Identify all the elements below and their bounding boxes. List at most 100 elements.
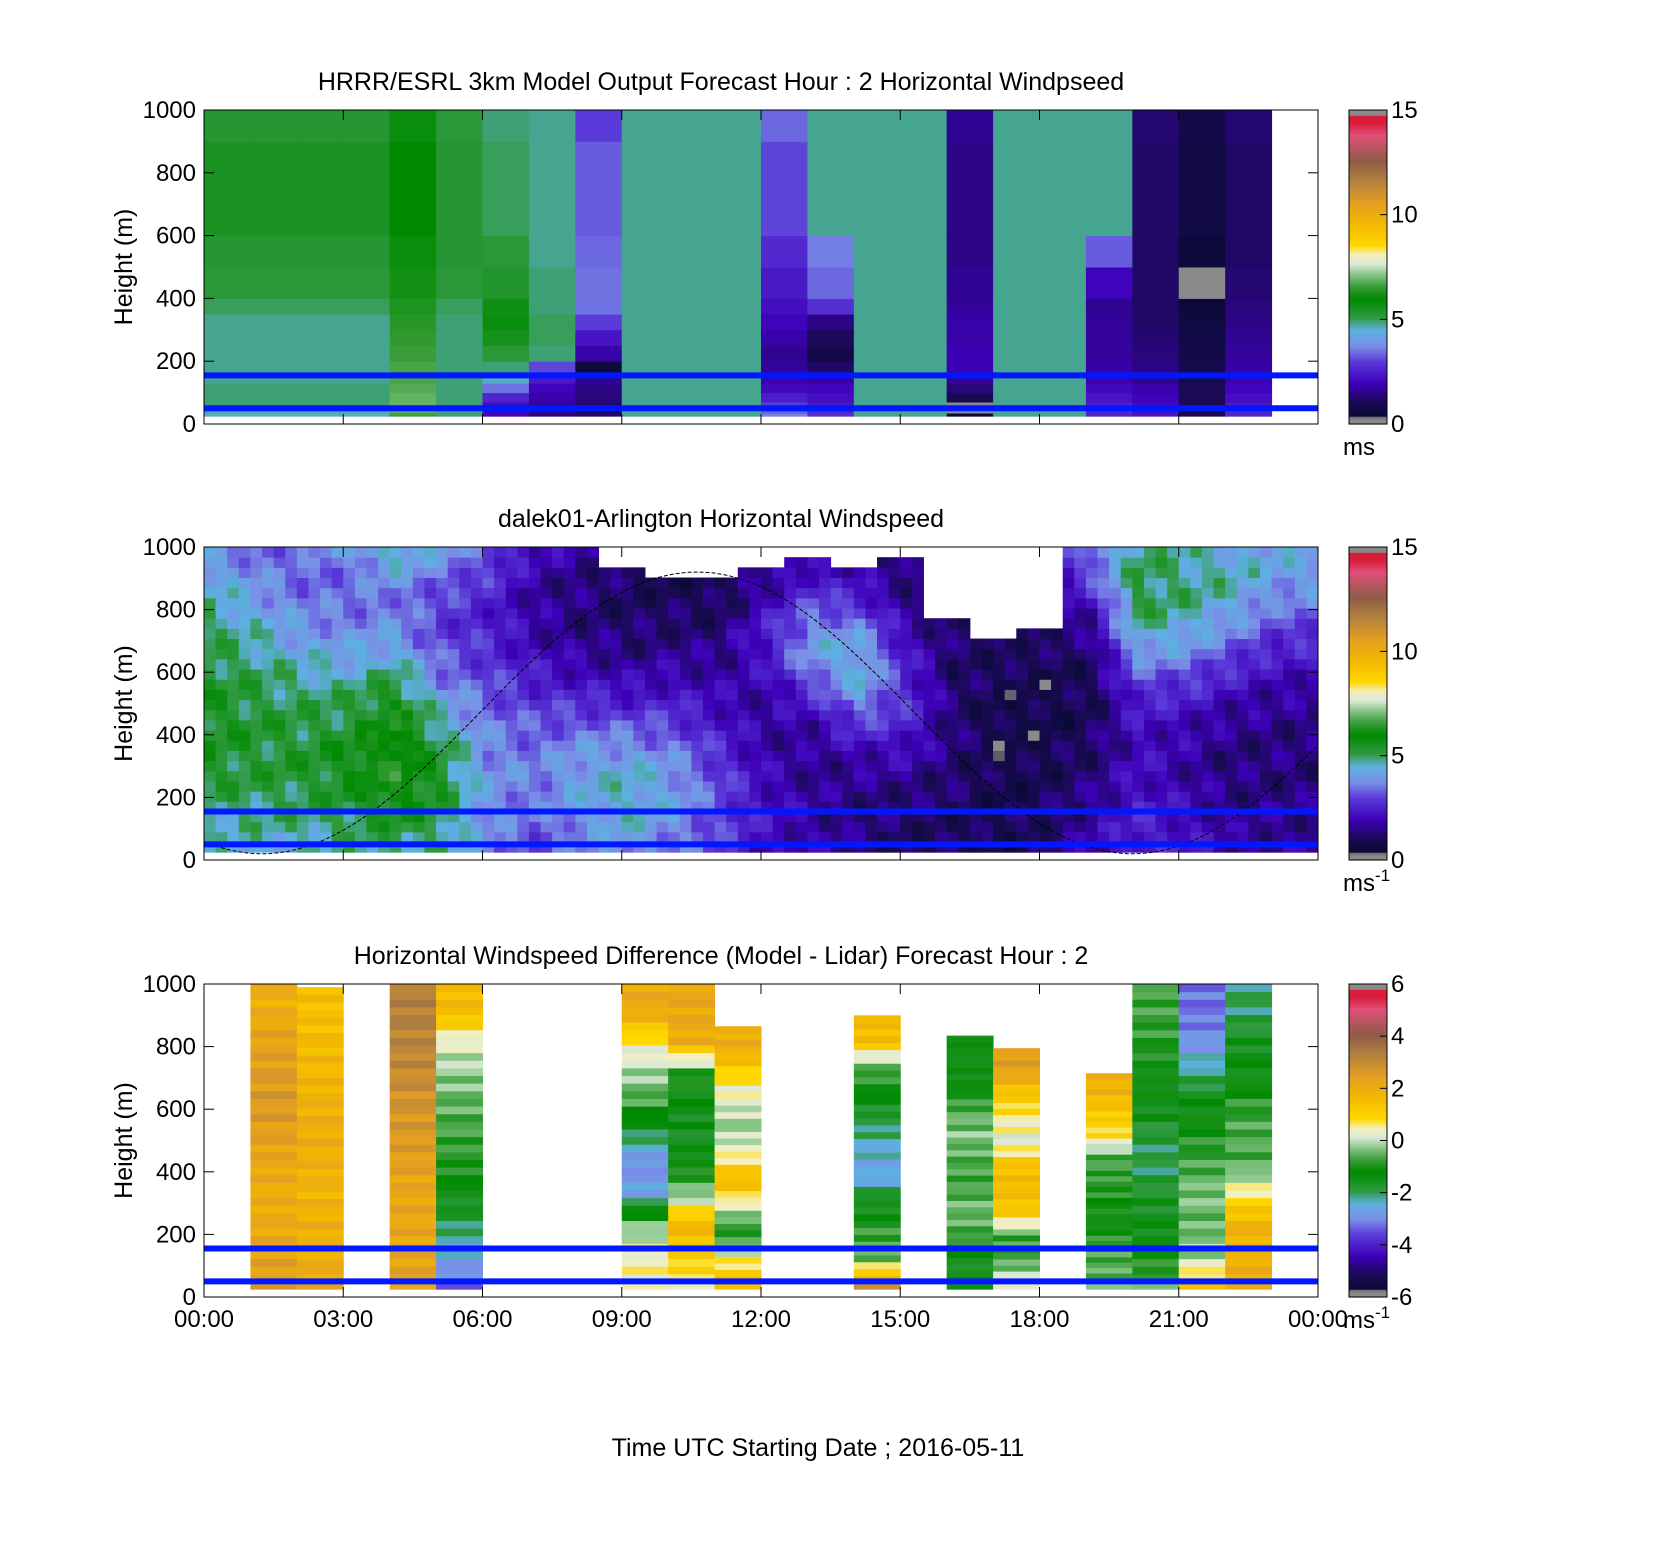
heatmap-cell [807, 557, 820, 568]
heatmap-cell [621, 1212, 669, 1222]
heatmap-cell [749, 679, 762, 690]
heatmap-cell [644, 689, 658, 701]
colorbar-segment [1349, 369, 1387, 373]
colorbar-segment [1349, 413, 1387, 417]
heatmap-cell [1143, 679, 1157, 690]
colorbar-segment [1349, 1020, 1387, 1024]
colorbar-segment [1349, 1270, 1387, 1275]
heatmap-cell [761, 587, 774, 599]
heatmap-cell [1213, 770, 1226, 782]
heatmap-cell [795, 648, 808, 660]
heatmap-cell [343, 740, 356, 751]
heatmap-cell [610, 719, 623, 731]
heatmap-cell [470, 577, 483, 589]
heatmap-cell [795, 689, 808, 701]
colorbar-segment [1349, 1150, 1387, 1155]
heatmap-cell [621, 373, 669, 384]
heatmap-cell [1248, 618, 1261, 629]
heatmap-cell [575, 821, 588, 833]
heatmap-cell [819, 699, 832, 711]
heatmap-cell [575, 750, 588, 762]
x-tick-label: 00:00 [174, 1306, 234, 1333]
heatmap-cell [1225, 740, 1238, 751]
colorbar-segment [1349, 633, 1387, 637]
heatmap-cell [830, 587, 843, 599]
colorbar-segment [1349, 763, 1387, 767]
heatmap-cell [331, 699, 344, 711]
heatmap-cell [819, 760, 832, 772]
heatmap-cell [389, 1281, 437, 1290]
heatmap-cell [250, 669, 263, 680]
heatmap-cell [378, 801, 391, 812]
heatmap-cell [1225, 770, 1238, 782]
heatmap-cell [621, 1121, 669, 1130]
heatmap-cell [482, 679, 495, 690]
heatmap-cell [621, 1228, 669, 1237]
heatmap-cell [320, 587, 333, 599]
heatmap-cell [436, 1251, 483, 1260]
heatmap-cell [494, 791, 507, 802]
heatmap-cell [389, 1075, 437, 1084]
heatmap-cell [668, 1144, 716, 1153]
heatmap-cell [470, 750, 483, 762]
heatmap-cell [586, 567, 600, 579]
heatmap-cell [296, 821, 309, 833]
heatmap-cell [668, 1266, 716, 1275]
heatmap-cell [1143, 780, 1157, 792]
heatmap-cell [1155, 557, 1168, 568]
heatmap-cell [726, 811, 739, 823]
heatmap-cell [1085, 750, 1099, 762]
heatmap-cell [621, 831, 634, 843]
heatmap-cell [470, 567, 483, 579]
heatmap-cell [679, 760, 692, 772]
heatmap-cell [795, 730, 808, 741]
heatmap-cell [447, 577, 460, 589]
heatmap-cell [250, 141, 298, 237]
x-tick-label: 12:00 [731, 1306, 791, 1333]
heatmap-cell [795, 760, 808, 772]
heatmap-cell [714, 1065, 762, 1073]
heatmap-cell [1132, 1037, 1180, 1046]
heatmap-cell [296, 597, 309, 609]
heatmap-cell [598, 689, 611, 701]
heatmap-cell [807, 658, 820, 670]
heatmap-cell [958, 689, 971, 701]
heatmap-cell [610, 669, 623, 680]
heatmap-cell [1283, 730, 1296, 741]
heatmap-cell [1248, 730, 1261, 741]
heatmap-cell [1062, 618, 1075, 629]
heatmap-cell [702, 709, 716, 721]
heatmap-cell [1190, 730, 1203, 741]
heatmap-cell [227, 648, 240, 660]
heatmap-cell [1120, 821, 1133, 833]
heatmap-cell [227, 709, 240, 721]
heatmap-cell [227, 740, 240, 751]
colorbar-segment [1349, 1229, 1387, 1233]
heatmap-cell [1294, 608, 1307, 619]
heatmap-cell [215, 801, 228, 812]
heatmap-cell [853, 1015, 901, 1023]
colorbar-segment [1349, 844, 1387, 848]
colorbar-tick-label: 6 [1391, 971, 1404, 998]
heatmap-cell [1097, 740, 1110, 751]
heatmap-cell [343, 689, 356, 701]
colorbar-segment [1349, 361, 1387, 365]
heatmap-cell [644, 608, 658, 619]
heatmap-cell [528, 709, 542, 721]
heatmap-cell [389, 608, 402, 619]
heatmap-cell [482, 689, 495, 701]
heatmap-cell [795, 587, 808, 599]
heatmap-cell [633, 811, 646, 823]
x-tick-label: 15:00 [870, 1306, 930, 1333]
heatmap-cell [958, 821, 971, 833]
heatmap-cell [842, 709, 855, 721]
heatmap-cell [865, 709, 878, 721]
heatmap-cell [981, 730, 994, 741]
heatmap-cell [238, 608, 251, 619]
heatmap-cell [273, 811, 286, 823]
heatmap-cell [656, 608, 669, 619]
heatmap-cell [610, 791, 623, 802]
heatmap-cell [436, 740, 449, 751]
heatmap-cell [946, 1124, 994, 1132]
heatmap-cell [540, 770, 553, 782]
